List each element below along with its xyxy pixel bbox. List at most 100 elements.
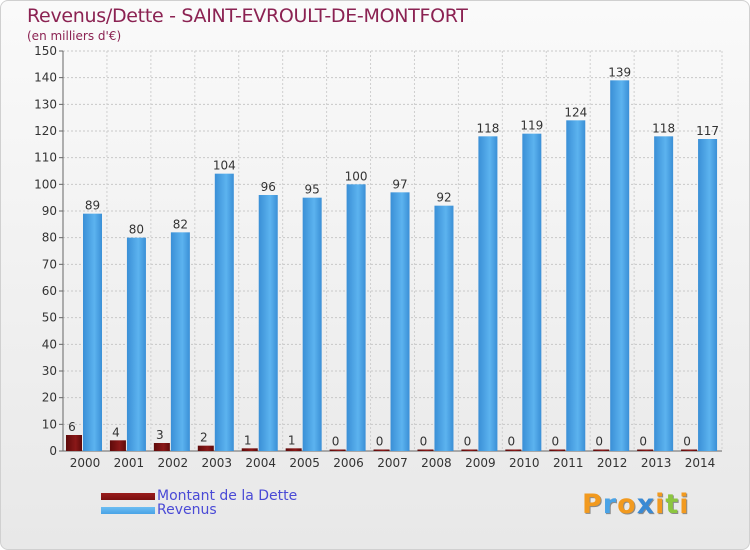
data-label-dette: 0 bbox=[420, 435, 428, 449]
data-label-revenus: 100 bbox=[345, 169, 368, 183]
data-label-revenus: 95 bbox=[305, 183, 320, 197]
data-label-dette: 0 bbox=[508, 435, 516, 449]
x-tick-label: 2003 bbox=[201, 456, 232, 470]
x-tick-label: 2007 bbox=[377, 456, 408, 470]
y-tick-label: 140 bbox=[34, 71, 57, 85]
data-label-revenus: 117 bbox=[696, 124, 719, 138]
data-label-revenus: 82 bbox=[173, 217, 188, 231]
data-label-revenus: 139 bbox=[608, 65, 631, 79]
data-label-revenus: 89 bbox=[85, 199, 100, 213]
bar-dette-2003 bbox=[197, 445, 214, 451]
bars bbox=[66, 80, 718, 452]
bar-dette-2005 bbox=[285, 448, 302, 451]
x-tick-label: 2005 bbox=[289, 456, 320, 470]
data-label-dette: 4 bbox=[112, 425, 120, 439]
bar-revenus-2005 bbox=[302, 197, 322, 451]
y-tick-label: 50 bbox=[42, 311, 57, 325]
bar-dette-2013 bbox=[637, 449, 654, 451]
legend-swatch-dette bbox=[101, 492, 155, 500]
chart-subtitle: (en milliers d'€) bbox=[27, 29, 122, 43]
logo-letter: r bbox=[602, 489, 618, 520]
x-tick-label: 2006 bbox=[333, 456, 364, 470]
y-tick-label: 60 bbox=[42, 284, 57, 298]
data-label-dette: 6 bbox=[68, 420, 76, 434]
logo-letter: i bbox=[679, 489, 690, 520]
data-label-dette: 0 bbox=[683, 435, 691, 449]
bar-revenus-2007 bbox=[390, 192, 410, 452]
y-tick-label: 30 bbox=[42, 364, 57, 378]
x-tick-label: 2000 bbox=[70, 456, 101, 470]
data-label-dette: 0 bbox=[464, 435, 472, 449]
y-tick-label: 80 bbox=[42, 231, 57, 245]
logo-letter: i bbox=[655, 489, 666, 520]
bar-dette-2001 bbox=[109, 440, 126, 451]
bar-revenus-2009 bbox=[478, 136, 498, 452]
bar-revenus-2001 bbox=[126, 237, 146, 451]
data-label-dette: 0 bbox=[376, 435, 384, 449]
data-label-revenus: 92 bbox=[436, 191, 451, 205]
y-tick-label: 120 bbox=[34, 124, 57, 138]
bar-dette-2007 bbox=[373, 449, 390, 451]
y-tick-label: 110 bbox=[34, 151, 57, 165]
bar-revenus-2003 bbox=[214, 173, 234, 451]
x-tick-label: 2012 bbox=[597, 456, 628, 470]
bar-revenus-2010 bbox=[522, 133, 542, 451]
x-tick-label: 2010 bbox=[509, 456, 540, 470]
data-label-dette: 0 bbox=[332, 435, 340, 449]
y-tick-label: 20 bbox=[42, 391, 57, 405]
bar-dette-2010 bbox=[505, 449, 522, 451]
data-label-revenus: 118 bbox=[652, 121, 675, 135]
bar-revenus-2000 bbox=[83, 213, 102, 451]
bar-dette-2004 bbox=[241, 448, 258, 451]
x-tick-label: 2013 bbox=[641, 456, 672, 470]
data-label-revenus: 80 bbox=[129, 223, 144, 237]
bar-dette-2014 bbox=[681, 449, 698, 451]
y-tick-label: 90 bbox=[42, 204, 57, 218]
data-label-revenus: 104 bbox=[213, 159, 236, 173]
data-label-revenus: 118 bbox=[476, 121, 499, 135]
bar-revenus-2006 bbox=[346, 184, 366, 452]
data-label-revenus: 97 bbox=[392, 177, 407, 191]
data-labels: 6 89 4 80 3 82 2 104 1 96 1 95 0 100 0 97 0 92 0 118 0 119 0 12… bbox=[68, 65, 719, 448]
chart-title: Revenus/Dette - SAINT-EVROULT-DE-MONTFOR… bbox=[27, 5, 468, 27]
y-tick-label: 70 bbox=[42, 257, 57, 271]
data-label-dette: 2 bbox=[200, 431, 208, 445]
bar-dette-2008 bbox=[417, 449, 434, 451]
y-tick-label: 40 bbox=[42, 337, 57, 351]
legend-item-revenus: Revenus bbox=[101, 502, 217, 518]
data-label-dette: 3 bbox=[156, 428, 164, 442]
x-tick-label: 2002 bbox=[158, 456, 189, 470]
bar-revenus-2012 bbox=[610, 80, 630, 451]
bar-revenus-2008 bbox=[434, 205, 454, 451]
legend-swatch-revenus bbox=[101, 506, 155, 514]
y-tick-label: 150 bbox=[34, 44, 57, 58]
logo-letter: P bbox=[582, 489, 603, 520]
bar-revenus-2004 bbox=[258, 195, 278, 451]
y-tick-label: 130 bbox=[34, 97, 57, 111]
data-label-revenus: 124 bbox=[564, 105, 587, 119]
x-tick-label: 2009 bbox=[465, 456, 496, 470]
data-label-dette: 0 bbox=[551, 435, 559, 449]
legend-label-dette: Montant de la Dette bbox=[157, 488, 298, 504]
y-tick-label: 10 bbox=[42, 417, 57, 431]
x-tick-label: 2004 bbox=[245, 456, 276, 470]
data-label-dette: 0 bbox=[639, 435, 647, 449]
y-tick-label: 100 bbox=[34, 177, 57, 191]
bar-revenus-2002 bbox=[170, 232, 190, 451]
bar-dette-2009 bbox=[461, 449, 478, 451]
bar-revenus-2014 bbox=[698, 139, 718, 451]
x-tick-label: 2014 bbox=[685, 456, 716, 470]
legend-item-dette: Montant de la Dette bbox=[101, 488, 297, 504]
x-tick-label: 2011 bbox=[553, 456, 584, 470]
bar-dette-2000 bbox=[66, 435, 82, 451]
data-label-dette: 1 bbox=[288, 433, 296, 447]
proxiti-logo: Proxiti bbox=[582, 489, 690, 520]
x-tick-label: 2008 bbox=[421, 456, 452, 470]
logo-letter: t bbox=[665, 489, 680, 520]
bar-dette-2012 bbox=[593, 449, 610, 451]
legend-label-revenus: Revenus bbox=[157, 502, 217, 518]
data-label-dette: 1 bbox=[244, 433, 252, 447]
logo-letter: x bbox=[636, 489, 656, 520]
